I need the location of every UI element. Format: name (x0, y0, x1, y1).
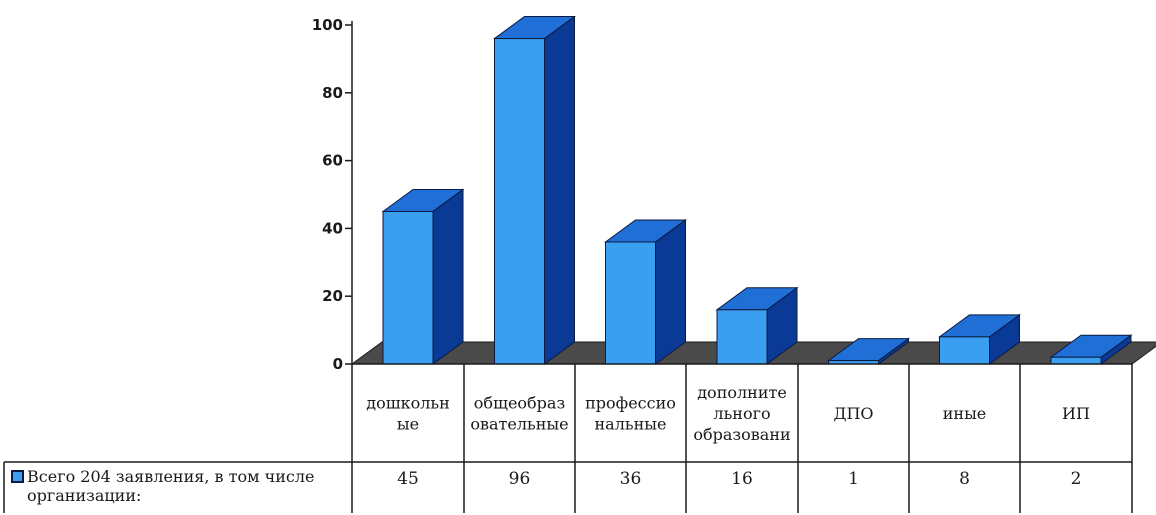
y-tick-label: 100 (312, 16, 343, 34)
category-label: дошкольн ые (366, 394, 450, 434)
data-value-label: 16 (731, 469, 753, 489)
bar (715, 286, 799, 365)
bar (937, 313, 1022, 365)
data-value-label: 45 (397, 469, 419, 489)
data-value-label: 96 (509, 469, 531, 489)
bar-front (605, 241, 656, 365)
y-axis: 0 20 40 60 80 100 (312, 16, 353, 373)
bar (826, 337, 911, 365)
bar-side (544, 15, 575, 365)
category-label: дополните льного образовани (693, 383, 790, 444)
y-tick-label: 60 (322, 152, 343, 170)
y-tick-label: 0 (333, 355, 343, 373)
data-value-label: 36 (620, 469, 642, 489)
bar-front (382, 210, 434, 365)
legend: Всего 204 заявления, в том числе организа… (11, 467, 314, 505)
bar-front (1050, 356, 1102, 365)
bar-front (716, 309, 768, 365)
data-value-label: 2 (1071, 469, 1082, 489)
category-label: общеобраз овательные (470, 394, 568, 434)
bar-side (432, 188, 464, 365)
bar (603, 218, 688, 365)
bar (492, 15, 577, 365)
bar-front (494, 38, 545, 365)
y-tick-label: 20 (322, 287, 343, 305)
y-tick-label: 40 (322, 219, 343, 237)
data-table: дошкольн ые 45 общеобраз овательные 96 професс… (3, 363, 1133, 513)
y-tick-label: 80 (322, 84, 343, 102)
category-label: профессио нальные (585, 394, 676, 434)
data-value-label: 8 (959, 469, 970, 489)
bars-layer (381, 15, 1133, 365)
legend-swatch (11, 470, 24, 483)
bar (381, 188, 465, 365)
bar-side (655, 218, 686, 365)
bar-front (939, 336, 990, 365)
legend-series-name: Всего 204 заявления, в том числе организа… (27, 467, 314, 505)
category-label: ДПО (833, 404, 873, 423)
bar (1049, 334, 1133, 365)
category-label: ИП (1062, 404, 1090, 423)
data-value-label: 1 (848, 469, 859, 489)
category-label: иные (943, 404, 987, 423)
